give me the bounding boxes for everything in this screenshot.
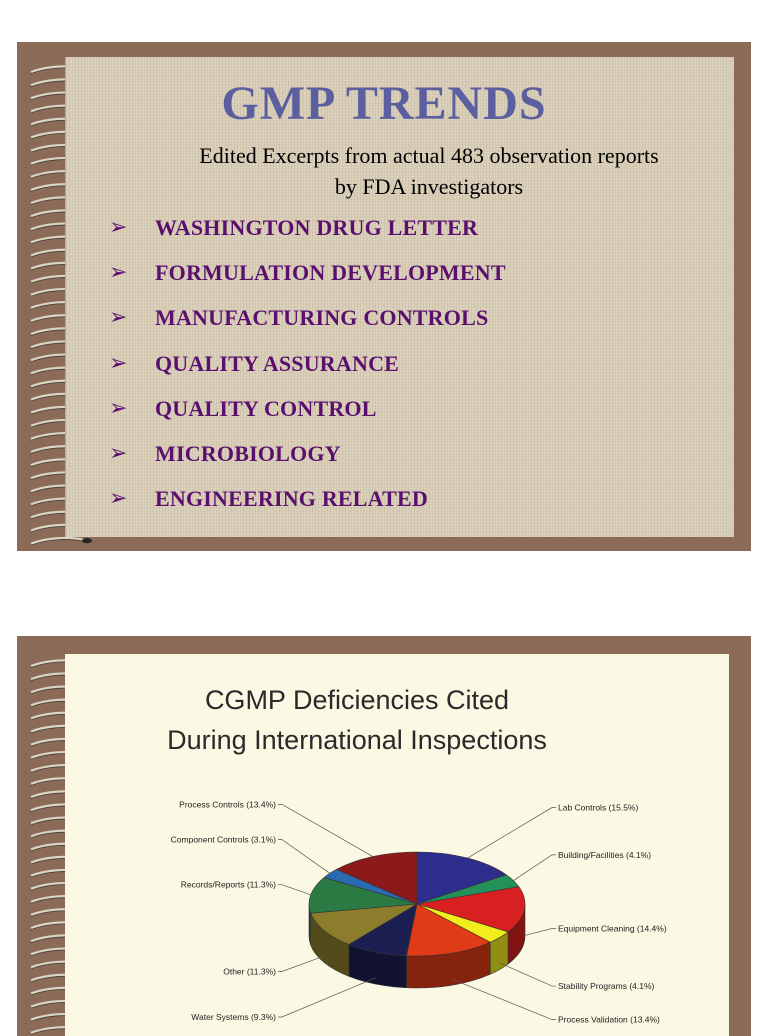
pie-slice-label: Building/Facilities (4.1%) [558, 850, 651, 860]
pie-chart: Lab Controls (15.5%) Building/Facilities … [171, 799, 667, 1025]
pie-slice [335, 851, 418, 905]
list-item-label: FORMULATION DEVELOPMENT [155, 260, 506, 286]
binding-ring [30, 536, 92, 546]
leader-line [499, 962, 556, 987]
slide-gmp-trends: GMP TRENDS Edited Excerpts from actual 4… [17, 42, 751, 551]
leader-line [278, 839, 330, 874]
pie-slice-label: Equipment Cleaning (14.4%) [558, 924, 667, 934]
chart-title-line-1: CGMP Deficiencies Cited [204, 685, 510, 715]
pie-slice-label: Lab Controls (15.5%) [558, 803, 638, 813]
arrow-bullet-icon: ➢ [109, 350, 128, 376]
leader-line [513, 854, 556, 881]
arrow-bullet-icon: ➢ [109, 215, 128, 240]
subtitle-line-2: by FDA investigators [334, 174, 524, 199]
list-item: ➢ QUALITY ASSURANCE [109, 350, 506, 395]
list-item-label: QUALITY ASSURANCE [155, 350, 400, 376]
chart-title-line-2: During International Inspections [167, 725, 547, 755]
pie-slice-label: Other (11.3%) [223, 966, 276, 976]
list-item: ➢ WASHINGTON DRUG LETTER [109, 214, 506, 259]
pie-slice [308, 877, 418, 914]
list-item: ➢ FORMULATION DEVELOPMENT [109, 259, 506, 304]
list-item-label: QUALITY CONTROL [155, 395, 377, 421]
arrow-bullet-icon: ➢ [109, 395, 128, 421]
pie-slice [416, 886, 526, 933]
pie-slice-label: Component Controls (3.1%) [171, 835, 277, 845]
pie-slice [406, 903, 491, 957]
list-item-label: WASHINGTON DRUG LETTER [155, 215, 479, 240]
topic-list: ➢ WASHINGTON DRUG LETTER ➢ FORMULATION DEV… [109, 214, 506, 530]
slide-paper [65, 57, 734, 537]
list-item: ➢ MANUFACTURING CONTROLS [109, 304, 506, 349]
slide-subtitle: Edited Excerpts from actual 483 observat… [107, 140, 751, 202]
chart-title: CGMP Deficiencies Cited During Internati… [17, 680, 697, 760]
leader-line [278, 884, 311, 896]
list-item: ➢ QUALITY CONTROL [109, 395, 506, 440]
pie-slice-label: Records/Reports (11.3%) [181, 880, 276, 890]
arrow-bullet-icon: ➢ [109, 440, 128, 466]
arrow-bullet-icon: ➢ [109, 486, 128, 512]
pie-slice-label: Process Validation (13.4%) [558, 1015, 660, 1025]
list-item-label: MICROBIOLOGY [155, 440, 341, 466]
pie-slice [310, 903, 418, 945]
subtitle-line-1: Edited Excerpts from actual 483 observat… [199, 143, 659, 168]
pie-slice-label: Process Controls (13.4%) [179, 799, 276, 809]
leader-line [278, 977, 377, 1018]
leader-line [467, 807, 556, 859]
list-item: ➢ MICROBIOLOGY [109, 440, 506, 485]
leader-line [451, 978, 556, 1020]
arrow-bullet-icon: ➢ [109, 305, 128, 331]
list-item-label: MANUFACTURING CONTROLS [155, 305, 489, 331]
pie-slice-label: Stability Programs (4.1%) [558, 981, 655, 991]
leader-line [524, 928, 556, 936]
slide-title: GMP TRENDS [221, 77, 547, 130]
leader-line [278, 955, 325, 972]
pie-slice-label: Water Systems (9.3%) [191, 1012, 276, 1022]
arrow-bullet-icon: ➢ [109, 260, 128, 286]
list-item-label: ENGINEERING RELATED [155, 486, 428, 512]
leader-line [278, 804, 373, 857]
slide-cgmp-deficiencies: CGMP Deficiencies Cited During Internati… [17, 636, 751, 1036]
pie-slice [416, 851, 508, 905]
list-item: ➢ ENGINEERING RELATED [109, 485, 506, 530]
